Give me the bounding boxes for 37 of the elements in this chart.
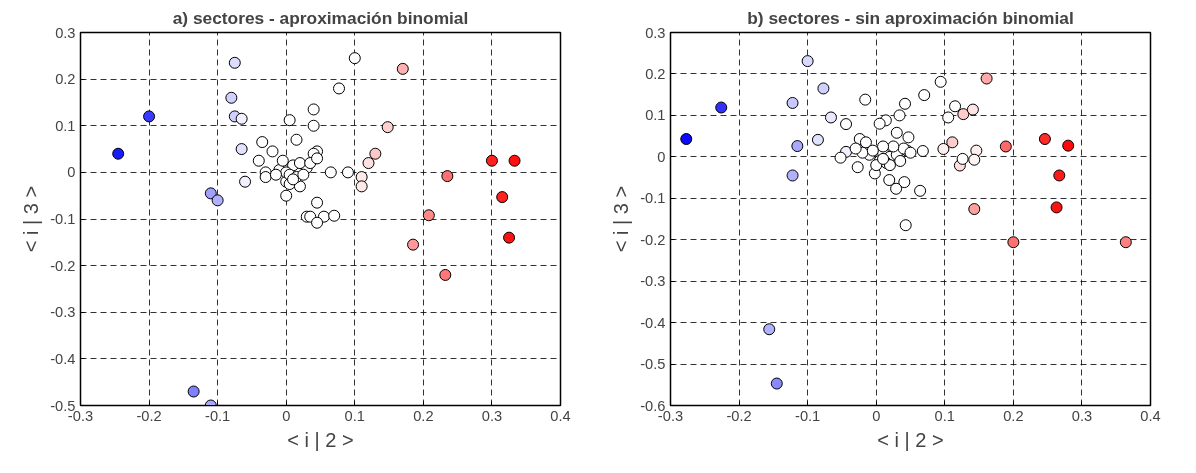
x-tick-label: -0.1 [795, 407, 821, 424]
y-tick-label: 0.1 [55, 117, 76, 134]
y-tick-label: 0 [67, 164, 76, 181]
x-tick-label: 0.4 [550, 407, 571, 424]
y-tick-label: -0.3 [640, 273, 666, 290]
x-tick-label: 0 [872, 407, 881, 424]
y-tick-label: -0.1 [640, 190, 666, 207]
chart-title: b) sectores - sin aproximación binomial [747, 7, 1074, 28]
x-tick-label: -0.2 [726, 407, 752, 424]
y-axis-title: < i | 3 > [20, 185, 43, 253]
y-axis-title: < i | 3 > [610, 185, 633, 253]
y-tick-label: -0.1 [50, 211, 76, 227]
y-tick-label: 0 [657, 148, 666, 165]
chart-title: a) sectores - aproximación binomial [172, 7, 469, 28]
y-tick-label: -0.4 [640, 314, 666, 331]
x-tick-label: 0.3 [1071, 407, 1093, 424]
y-tick-label: 0.2 [55, 71, 76, 88]
x-tick-label: 0.1 [344, 407, 365, 424]
y-tick-label: 0.2 [645, 65, 666, 82]
y-tick-label: -0.5 [640, 356, 666, 373]
x-axis-title: < i | 2 > [287, 428, 354, 451]
y-tick-label: 0.3 [55, 24, 76, 41]
y-tick-label: 0.1 [645, 107, 666, 124]
x-tick-label: -0.2 [136, 407, 162, 424]
x-tick-label: 0.2 [413, 407, 434, 424]
x-axis-title: < i | 2 > [877, 428, 944, 451]
y-tick-label: -0.4 [50, 350, 76, 367]
y-tick-label: -0.2 [50, 257, 76, 274]
x-tick-label: 0.1 [934, 407, 955, 424]
y-tick-label: -0.3 [50, 304, 76, 321]
x-tick-label: 0.4 [1140, 407, 1161, 424]
x-tick-label: -0.1 [205, 407, 231, 424]
y-tick-label: -0.2 [640, 231, 666, 248]
x-tick-label: 0.3 [481, 407, 503, 424]
x-tick-label: 0.2 [1003, 407, 1024, 424]
x-tick-label: 0 [282, 407, 291, 424]
y-tick-label: 0.3 [645, 24, 666, 41]
